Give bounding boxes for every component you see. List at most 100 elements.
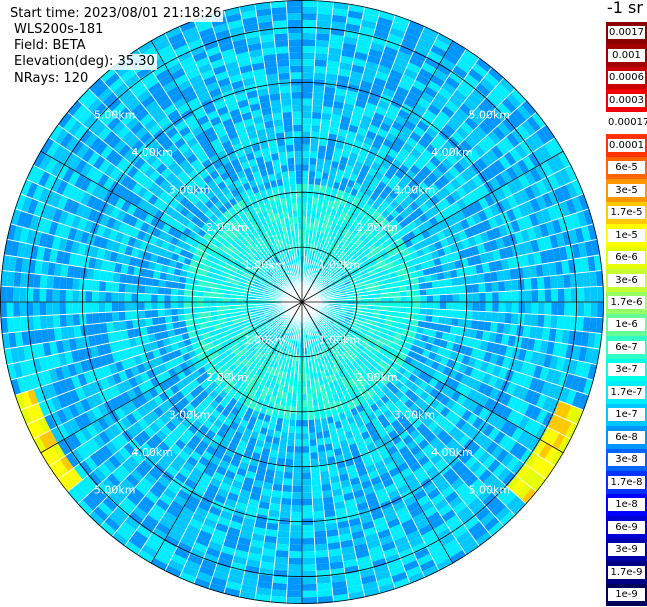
data-gate: [386, 236, 396, 245]
data-gate: [424, 252, 434, 262]
data-gate: [577, 302, 585, 317]
data-gate: [430, 138, 443, 151]
data-gate: [482, 135, 496, 150]
data-gate: [336, 279, 343, 285]
data-gate: [470, 319, 479, 330]
data-gate: [516, 158, 530, 174]
data-gate: [310, 124, 321, 133]
data-gate: [478, 196, 490, 210]
data-gate: [387, 33, 404, 45]
data-gate: [326, 179, 335, 188]
data-gate: [464, 247, 474, 258]
data-gate: [314, 52, 329, 61]
data-gate: [485, 251, 495, 263]
data-gate: [436, 247, 446, 258]
data-gate: [519, 139, 534, 156]
data-gate: [315, 171, 323, 179]
data-gate: [302, 144, 311, 152]
data-gate: [302, 72, 315, 80]
data-gate: [272, 483, 283, 492]
data-gate: [345, 258, 354, 265]
data-gate: [137, 293, 145, 302]
data-gate: [349, 173, 359, 183]
data-gate: [436, 230, 446, 241]
data-gate: [347, 10, 364, 20]
data-gate: [438, 279, 446, 288]
data-gate: [477, 209, 488, 222]
data-gate: [418, 254, 427, 264]
data-gate: [450, 113, 465, 127]
data-gate: [387, 148, 399, 159]
data-gate: [13, 286, 21, 302]
data-gate: [335, 256, 342, 263]
data-gate: [479, 231, 490, 244]
data-gate: [445, 235, 456, 246]
data-gate: [151, 302, 158, 310]
data-gate: [367, 206, 377, 216]
data-gate: [512, 191, 524, 206]
data-gate: [563, 273, 571, 289]
data-gate: [302, 190, 308, 198]
data-gate: [328, 278, 336, 285]
data-gate: [538, 289, 545, 302]
data-gate: [336, 218, 344, 226]
data-gate: [539, 250, 549, 265]
data-gate: [294, 433, 302, 440]
data-gate: [360, 244, 369, 253]
data-gate: [313, 280, 319, 287]
data-gate: [420, 91, 435, 104]
data-gate: [321, 262, 328, 269]
data-gate: [302, 439, 310, 447]
data-gate: [385, 282, 393, 289]
data-gate: [347, 240, 355, 249]
data-gate: [302, 505, 313, 513]
data-gate: [529, 167, 542, 183]
data-gate: [328, 250, 335, 258]
data-gate: [274, 556, 289, 565]
data-gate: [494, 173, 507, 188]
data-gate: [144, 309, 152, 319]
data-gate: [325, 288, 333, 293]
data-gate: [397, 131, 410, 143]
data-gate: [551, 288, 559, 302]
data-gate: [326, 60, 340, 69]
data-gate: [331, 14, 348, 24]
data-gate: [469, 130, 483, 144]
data-gate: [425, 143, 439, 156]
data-gate: [363, 6, 381, 17]
data-gate: [302, 446, 310, 453]
data-gate: [363, 158, 374, 168]
data-gate: [460, 169, 472, 183]
data-gate: [275, 550, 289, 558]
data-gate: [498, 291, 506, 302]
data-gate: [330, 252, 337, 260]
data-gate: [330, 187, 339, 196]
data-gate: [302, 118, 312, 125]
data-gate: [302, 524, 315, 532]
data-gate: [424, 236, 434, 246]
data-gate: [391, 158, 403, 170]
data-gate: [381, 87, 396, 99]
data-gate: [302, 413, 309, 421]
data-gate: [530, 182, 542, 198]
data-gate: [471, 87, 487, 102]
data-gate: [341, 149, 351, 159]
data-gate: [565, 181, 578, 199]
data-gate: [417, 137, 431, 149]
data-gate: [370, 259, 379, 267]
data-gate: [387, 104, 401, 115]
data-gate: [498, 155, 512, 170]
data-gate: [390, 142, 403, 154]
data-gate: [313, 251, 319, 259]
data-gate: [362, 108, 375, 119]
data-gate: [341, 262, 348, 269]
data-gate: [323, 93, 335, 101]
data-gate: [302, 459, 311, 467]
data-gate: [343, 280, 352, 286]
data-gate: [405, 169, 417, 181]
data-gate: [311, 271, 316, 279]
data-gate: [363, 220, 373, 229]
data-gate: [317, 145, 327, 153]
data-gate: [464, 134, 478, 149]
data-gate: [547, 173, 560, 190]
